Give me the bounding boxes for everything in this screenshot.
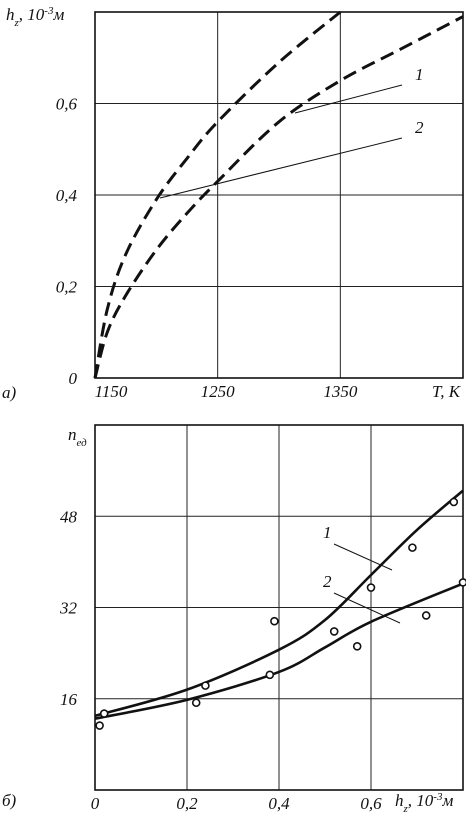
plot-frame xyxy=(94,424,464,791)
x-tick-label: 1150 xyxy=(95,382,128,401)
y-tick-label: 32 xyxy=(59,599,78,618)
curve xyxy=(94,489,464,718)
y-axis-label-part: , 10 xyxy=(19,5,45,24)
y-axis-label-part: ед xyxy=(77,437,88,449)
data-point xyxy=(95,721,104,730)
data-point xyxy=(329,627,339,636)
y-tick-label: 0,2 xyxy=(56,278,78,297)
series-label: 1 xyxy=(415,65,424,84)
x-tick-label: 0,6 xyxy=(360,794,382,813)
x-axis-label-part: , 10 xyxy=(408,791,434,810)
data-point xyxy=(408,543,417,552)
data-point xyxy=(449,497,459,507)
x-axis-label: hz, 10-3м xyxy=(395,791,453,815)
x-axis-label-part: м xyxy=(441,791,453,810)
panel-label: а) xyxy=(2,383,17,402)
data-point xyxy=(458,578,466,587)
data-point xyxy=(366,583,376,592)
y-axis-label-part: z xyxy=(14,17,20,29)
y-axis-label: nед xyxy=(68,425,87,449)
x-tick-label: 0 xyxy=(91,794,100,813)
panel-label: б) xyxy=(2,791,17,810)
data-point xyxy=(270,616,279,626)
y-tick-label: 16 xyxy=(60,690,78,709)
y-tick-label: 0,6 xyxy=(56,95,78,114)
curve xyxy=(93,10,342,379)
x-axis-label: T, K xyxy=(432,382,462,401)
x-axis-label-part: T, K xyxy=(432,382,462,401)
data-point xyxy=(99,709,109,718)
x-axis-label-part: -3 xyxy=(433,791,443,803)
curve xyxy=(93,15,464,379)
x-tick-label: 0,2 xyxy=(176,794,198,813)
data-point xyxy=(265,670,275,680)
plot-frame xyxy=(94,11,464,379)
y-axis-label-part: м xyxy=(52,5,64,24)
series-label: 2 xyxy=(323,572,332,591)
leader-line xyxy=(294,84,403,114)
data-point xyxy=(201,681,210,690)
data-point xyxy=(352,641,362,651)
data-point xyxy=(191,698,201,708)
series-label: 1 xyxy=(323,523,332,542)
y-axis-label: hz, 10-3м xyxy=(6,5,64,29)
y-tick-label: 0 xyxy=(69,369,78,388)
leader-line xyxy=(333,543,393,571)
leader-line xyxy=(159,137,403,199)
data-point xyxy=(421,611,431,620)
x-axis-label-part: h xyxy=(395,791,404,810)
y-axis-label-part: n xyxy=(68,425,77,444)
x-tick-label: 1350 xyxy=(323,382,358,401)
y-axis-label-part: -3 xyxy=(44,5,54,17)
y-tick-label: 0,4 xyxy=(56,186,78,205)
x-axis-label-part: z xyxy=(403,803,409,815)
series-label: 2 xyxy=(415,118,424,137)
y-axis-label-part: h xyxy=(6,5,15,24)
x-tick-label: 1250 xyxy=(201,382,236,401)
x-tick-label: 0,4 xyxy=(268,794,290,813)
y-tick-label: 48 xyxy=(60,507,78,526)
leader-line xyxy=(333,592,401,624)
